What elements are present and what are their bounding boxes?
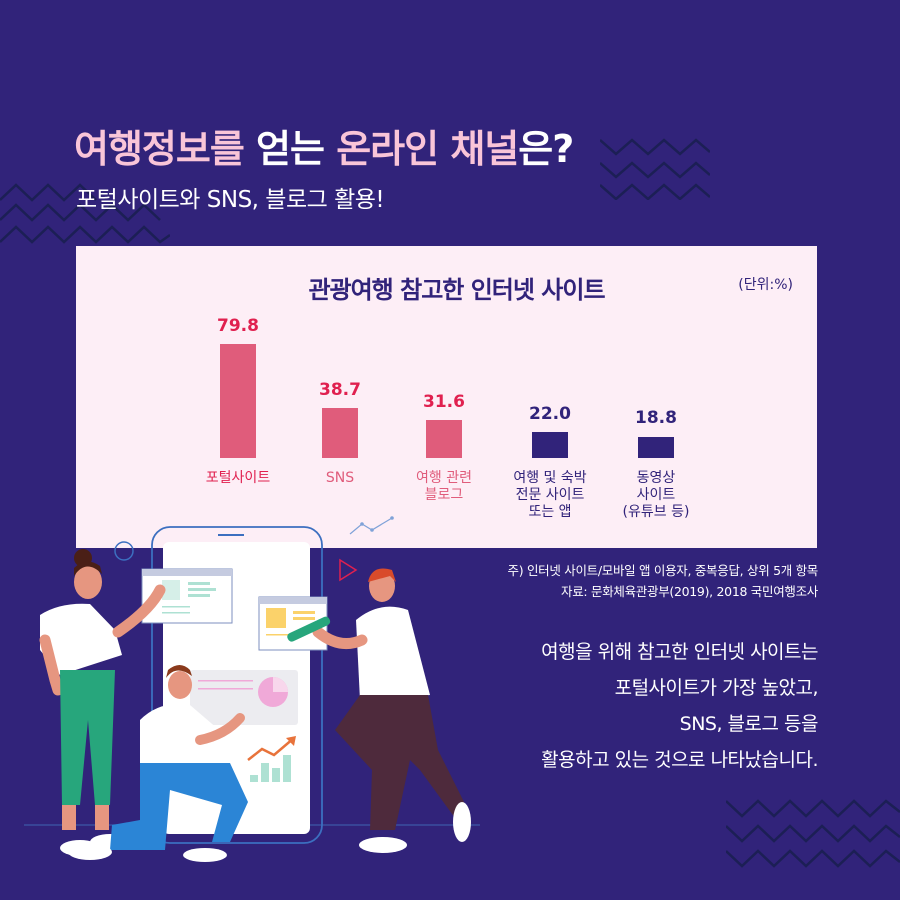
zigzag-decoration-bottom-right <box>726 799 900 868</box>
page-subtitle: 포털사이트와 SNS, 블로그 활용! <box>76 187 385 213</box>
bar-category-label: 포털사이트 <box>205 470 271 486</box>
title-part: 얻는 <box>256 127 337 171</box>
chart-source: 자료: 문화체육관광부(2019), 2018 국민여행조사 <box>561 584 818 599</box>
bar-travel-app <box>532 432 568 458</box>
summary-text: 여행을 위해 참고한 인터넷 사이트는 포털사이트가 가장 높았고, SNS, … <box>541 641 818 771</box>
line-doodle-icon <box>349 516 394 535</box>
bar-value-label: 79.8 <box>217 316 259 336</box>
bar-category-label: SNS <box>325 470 355 486</box>
zigzag-decoration-left <box>0 183 170 244</box>
chart-footnote: 주) 인터넷 사이트/모바일 앱 이용자, 중복응답, 상위 5개 항목 <box>507 563 819 578</box>
bar-blog <box>426 420 462 458</box>
chart-unit: (단위:%) <box>738 277 793 293</box>
chart-notes: 주) 인터넷 사이트/모바일 앱 이용자, 중복응답, 상위 5개 항목 자료:… <box>507 560 819 602</box>
bar-value-label: 31.6 <box>423 392 465 412</box>
title-part: 온라인 <box>336 127 451 171</box>
bar-value-label: 38.7 <box>319 380 361 400</box>
team-illustration <box>24 526 480 862</box>
chart-title: 관광여행 참고한 인터넷 사이트 <box>308 276 605 304</box>
chart-card: 관광여행 참고한 인터넷 사이트 (단위:%) 79.8 포털사이트 38.7 … <box>76 246 817 548</box>
title-part: 채널 <box>450 127 519 171</box>
title-part: 은? <box>518 127 574 171</box>
bar-category-label: 동영상 사이트 (유튜브 등) <box>622 470 690 520</box>
bar-value-label: 22.0 <box>529 404 571 424</box>
bar-value-label: 18.8 <box>635 408 677 428</box>
bar-category-label: 여행 및 숙박 전문 사이트 또는 앱 <box>513 470 587 520</box>
bar-portal <box>220 344 256 458</box>
bar-sns <box>322 408 358 458</box>
title-part: 여행정보를 <box>74 127 257 171</box>
zigzag-decoration-top-right <box>600 138 710 200</box>
page-title: 여행정보를 얻는 온라인 채널은? <box>74 118 574 173</box>
bar-video <box>638 437 674 458</box>
bar-category-label: 여행 관련 블로그 <box>416 470 472 503</box>
